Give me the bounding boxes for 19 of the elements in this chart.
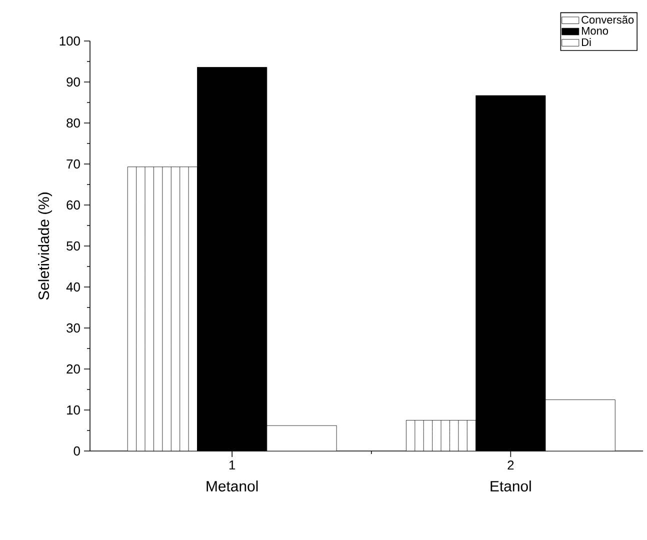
y-tick-label: 60 xyxy=(66,200,80,210)
text: Etanol xyxy=(490,480,531,492)
y-tick-label: 80 xyxy=(66,118,80,128)
y-tick-label: 50 xyxy=(66,241,80,251)
x-tick-label: 1 xyxy=(229,460,236,470)
y-axis-title: Seletividade (%) xyxy=(38,192,52,300)
x-tick-label: 2 xyxy=(508,460,514,470)
text: Metanol xyxy=(206,480,258,492)
y-tick-label: 70 xyxy=(66,159,80,169)
y-tick-label: 30 xyxy=(66,323,80,333)
y-tick-label: 10 xyxy=(67,405,80,415)
legend-label: Conversão xyxy=(582,16,634,24)
y-tick-label: 90 xyxy=(66,77,80,87)
legend-label: Di xyxy=(582,38,591,46)
legend-label: Mono xyxy=(582,27,608,35)
y-tick-label: 40 xyxy=(66,282,80,292)
y-tick-label: 100 xyxy=(60,36,80,46)
y-tick-label: 20 xyxy=(66,364,80,374)
y-tick-label: 0 xyxy=(74,446,80,456)
